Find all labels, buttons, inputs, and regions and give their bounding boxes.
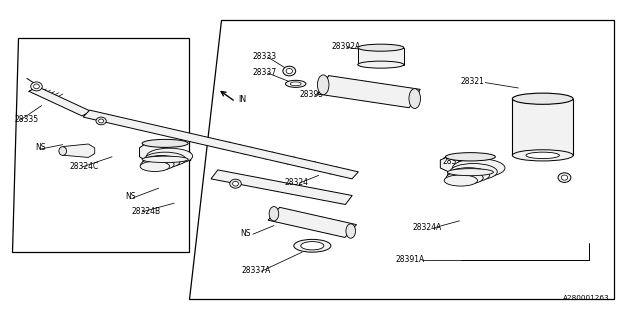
Ellipse shape — [301, 242, 324, 250]
Ellipse shape — [358, 44, 404, 51]
Ellipse shape — [285, 80, 306, 87]
Ellipse shape — [409, 89, 420, 108]
Text: IN: IN — [238, 95, 246, 104]
Text: 28324C: 28324C — [69, 162, 99, 171]
Ellipse shape — [291, 82, 301, 86]
Ellipse shape — [447, 169, 493, 176]
Polygon shape — [140, 143, 191, 161]
Ellipse shape — [143, 156, 180, 168]
Text: 28324A: 28324A — [413, 223, 442, 232]
Ellipse shape — [140, 161, 170, 172]
Ellipse shape — [513, 93, 573, 104]
Text: 28395: 28395 — [300, 90, 324, 99]
Ellipse shape — [286, 68, 292, 74]
Ellipse shape — [147, 148, 193, 164]
Polygon shape — [268, 207, 356, 237]
Text: 28324: 28324 — [285, 178, 309, 187]
Polygon shape — [440, 156, 498, 172]
Ellipse shape — [31, 82, 42, 91]
Ellipse shape — [142, 156, 188, 163]
Ellipse shape — [233, 181, 238, 186]
Text: 28391A: 28391A — [396, 255, 425, 264]
Ellipse shape — [34, 84, 40, 89]
Ellipse shape — [96, 117, 106, 125]
Ellipse shape — [445, 153, 495, 161]
Ellipse shape — [358, 61, 404, 68]
Text: NS: NS — [125, 192, 135, 201]
Text: 28392A: 28392A — [332, 42, 361, 51]
Text: 28321: 28321 — [461, 77, 484, 86]
Ellipse shape — [269, 207, 279, 221]
Ellipse shape — [145, 152, 186, 167]
Polygon shape — [512, 99, 573, 156]
Ellipse shape — [513, 150, 573, 161]
Polygon shape — [63, 144, 95, 157]
Polygon shape — [29, 87, 91, 116]
Text: 28323A: 28323A — [443, 157, 472, 166]
Ellipse shape — [283, 66, 296, 76]
Ellipse shape — [294, 239, 331, 252]
Ellipse shape — [561, 175, 568, 180]
Ellipse shape — [450, 164, 497, 180]
Ellipse shape — [558, 173, 571, 182]
Text: 28333: 28333 — [253, 52, 277, 60]
Ellipse shape — [230, 179, 241, 188]
Ellipse shape — [142, 140, 188, 148]
Polygon shape — [358, 48, 404, 65]
Ellipse shape — [452, 159, 505, 177]
Ellipse shape — [99, 119, 104, 123]
Ellipse shape — [59, 147, 67, 156]
Polygon shape — [211, 170, 352, 204]
Text: 28335: 28335 — [14, 115, 38, 124]
Ellipse shape — [141, 159, 174, 170]
Polygon shape — [12, 38, 189, 252]
Polygon shape — [83, 110, 358, 179]
Ellipse shape — [317, 75, 329, 95]
Polygon shape — [189, 20, 614, 299]
Text: 28337: 28337 — [253, 68, 277, 76]
Text: NS: NS — [240, 229, 250, 238]
Polygon shape — [317, 76, 420, 108]
Text: A280001263: A280001263 — [563, 295, 609, 301]
Text: 28337A: 28337A — [242, 266, 271, 275]
Ellipse shape — [526, 152, 559, 159]
Ellipse shape — [446, 172, 483, 184]
Ellipse shape — [444, 175, 477, 186]
Text: NS: NS — [35, 143, 45, 152]
Ellipse shape — [447, 168, 490, 182]
Text: 28324B: 28324B — [131, 207, 161, 216]
Ellipse shape — [346, 224, 356, 238]
